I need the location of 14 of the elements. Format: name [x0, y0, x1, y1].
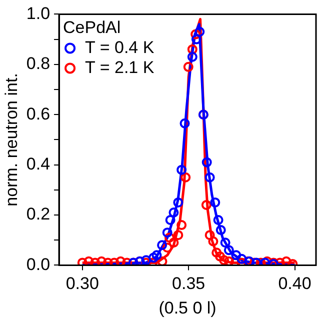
y-tick-label: 0.0 — [26, 254, 50, 274]
y-axis-title: norm. neutron int. — [2, 73, 21, 206]
legend-label: T = 2.1 K — [85, 58, 155, 77]
legend-title: CePdAl — [63, 18, 121, 37]
x-tick-label: 0.30 — [66, 274, 99, 294]
y-tick-label: 0.6 — [26, 104, 50, 124]
y-tick-label: 0.8 — [26, 54, 50, 74]
x-tick-label: 0.35 — [172, 274, 206, 294]
y-tick-label: 0.2 — [26, 204, 50, 224]
y-tick-label: 1.0 — [26, 4, 50, 23]
x-axis-title: (0.5 0 l) — [158, 298, 216, 318]
x-tick-label: 0.40 — [278, 274, 312, 294]
legend-label: T = 0.4 K — [85, 38, 155, 57]
y-tick-label: 0.4 — [26, 154, 50, 174]
